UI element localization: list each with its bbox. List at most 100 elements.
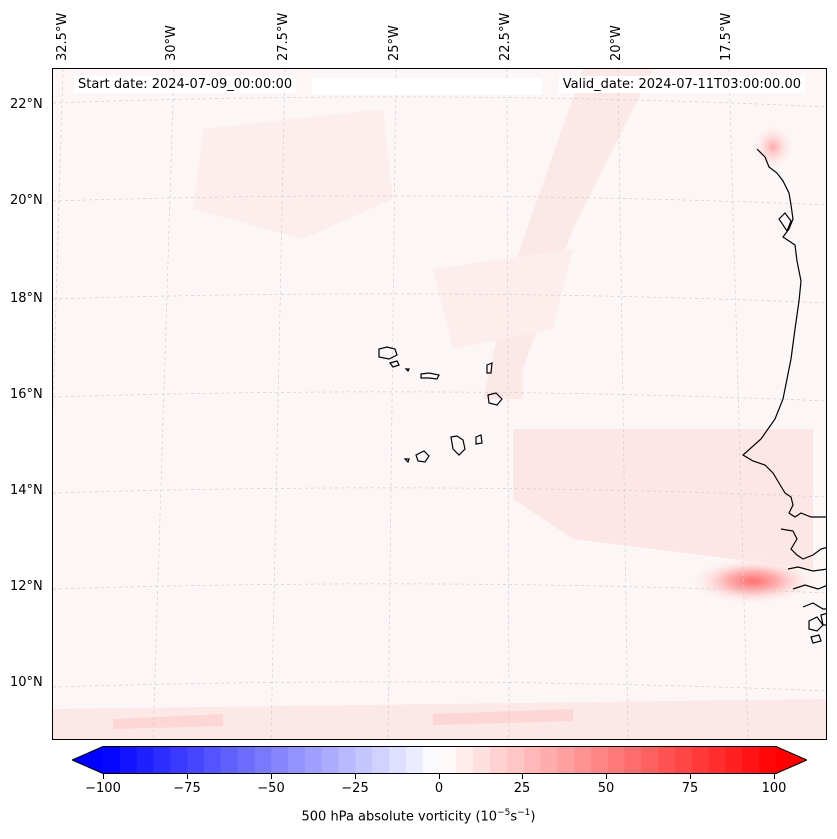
vorticity-map	[53, 69, 826, 739]
colorbar-label-exp2: −1	[517, 808, 531, 818]
colorbar-tickmark	[103, 774, 104, 779]
colorbar-tick: −100	[85, 781, 121, 796]
vorticity-streak-1	[113, 714, 223, 729]
vorticity-patch-north	[193, 109, 393, 239]
colorbar-level	[355, 746, 373, 774]
colorbar-level	[574, 746, 592, 774]
colorbar-tick: 75	[681, 781, 699, 796]
island-bijagos-3	[820, 612, 826, 626]
colorbar-level	[321, 746, 340, 774]
colorbar-level	[473, 746, 491, 774]
lat-label-10n: 10°N	[10, 675, 43, 690]
header-strip	[312, 78, 542, 95]
colorbar-level	[658, 746, 676, 774]
colorbar-level	[254, 746, 272, 774]
lon-label-17-5w: 17.5°W	[719, 12, 734, 61]
colorbar-level	[389, 746, 407, 774]
lat-label-14n: 14°N	[10, 483, 43, 498]
colorbar-label: 500 hPa absolute vorticity (10−5s−1)	[0, 808, 837, 824]
colorbar-level	[372, 746, 390, 774]
colorbar-tickmark	[439, 774, 440, 779]
colorbar-tick: −75	[173, 781, 201, 796]
colorbar-level	[641, 746, 659, 774]
island-bijagos-2	[810, 634, 822, 644]
colorbar-level	[759, 746, 777, 774]
colorbar	[72, 746, 807, 774]
lon-label-22-5w: 22.5°W	[498, 12, 513, 61]
colorbar-label-unit: s	[510, 809, 518, 825]
colorbar-level	[103, 746, 121, 774]
colorbar-tick: −50	[257, 781, 285, 796]
colorbar-level	[422, 746, 441, 774]
colorbar-level	[170, 746, 188, 774]
colorbar-level	[220, 746, 239, 774]
lon-label-27-5w: 27.5°W	[276, 12, 291, 61]
colorbar-level	[405, 746, 424, 774]
colorbar-tickmark	[522, 774, 523, 779]
valid-date-label: Valid_date: 2024-07-11T03:00:00.00	[558, 76, 805, 93]
colorbar-tickmark	[606, 774, 607, 779]
coastline-gambia	[780, 528, 826, 560]
vorticity-maximum-north	[751, 123, 795, 171]
colorbar-level	[540, 746, 558, 774]
colorbar-level	[607, 746, 626, 774]
colorbar-tickmark	[187, 774, 188, 779]
colorbar-level	[187, 746, 205, 774]
colorbar-level	[237, 746, 256, 774]
colorbar-level	[742, 746, 760, 774]
colorbar-level	[708, 746, 727, 774]
vorticity-patch-east	[513, 429, 813, 569]
graticule	[53, 69, 826, 739]
colorbar-level	[288, 746, 306, 774]
colorbar-tick: 50	[597, 781, 615, 796]
lat-label-22n: 22°N	[10, 97, 43, 112]
vorticity-patch-center	[433, 249, 573, 349]
lon-label-25w: 25°W	[387, 25, 402, 61]
coastline-guinea-bissau	[787, 566, 826, 572]
island-sao-nicolau	[420, 372, 440, 380]
coastline	[741, 148, 826, 644]
colorbar-label-exp1: −5	[497, 808, 511, 818]
colorbar-level	[456, 746, 474, 774]
colorbar-level	[338, 746, 356, 774]
lon-label-30w: 30°W	[164, 25, 179, 61]
vorticity-maximum	[688, 557, 818, 605]
lat-label-20n: 20°N	[10, 193, 43, 208]
coastline-mauritania-senegal	[741, 148, 826, 518]
colorbar-level	[506, 746, 525, 774]
colorbar-extend-min	[72, 746, 103, 774]
lat-label-16n: 16°N	[10, 387, 43, 402]
colorbar-level	[304, 746, 323, 774]
cape-verde-islands	[378, 346, 503, 464]
colorbar-level	[439, 746, 457, 774]
colorbar-level	[119, 746, 138, 774]
coastal-inlet	[778, 212, 792, 233]
colorbar-level	[153, 746, 171, 774]
lat-label-18n: 18°N	[10, 291, 43, 306]
colorbar-label-suffix: )	[530, 809, 536, 825]
colorbar-level	[203, 746, 222, 774]
island-brava	[403, 458, 410, 464]
coastline-guinea	[792, 584, 826, 610]
field-background	[53, 69, 826, 739]
island-boa-vista	[487, 392, 503, 406]
colorbar-tick: 0	[434, 781, 444, 796]
island-santo-antao	[378, 346, 398, 360]
colorbar-tick: −25	[341, 781, 369, 796]
colorbar-level	[725, 746, 743, 774]
island-fogo	[415, 450, 430, 463]
island-santa-luzia	[404, 368, 410, 373]
colorbar-outline	[72, 746, 807, 774]
island-bijagos-1	[808, 616, 824, 632]
map-panel	[52, 68, 827, 740]
colorbar-tickmark	[271, 774, 272, 779]
colorbar-tickmark	[690, 774, 691, 779]
lon-label-32-5w: 32.5°W	[55, 12, 70, 61]
colorbar-label-prefix: 500 hPa absolute vorticity (10	[301, 809, 498, 825]
colorbar-level	[557, 746, 575, 774]
colorbar-level	[523, 746, 542, 774]
colorbar-level	[675, 746, 693, 774]
island-santiago	[450, 435, 466, 456]
colorbar-tickmark	[355, 774, 356, 779]
colorbar-level	[691, 746, 710, 774]
